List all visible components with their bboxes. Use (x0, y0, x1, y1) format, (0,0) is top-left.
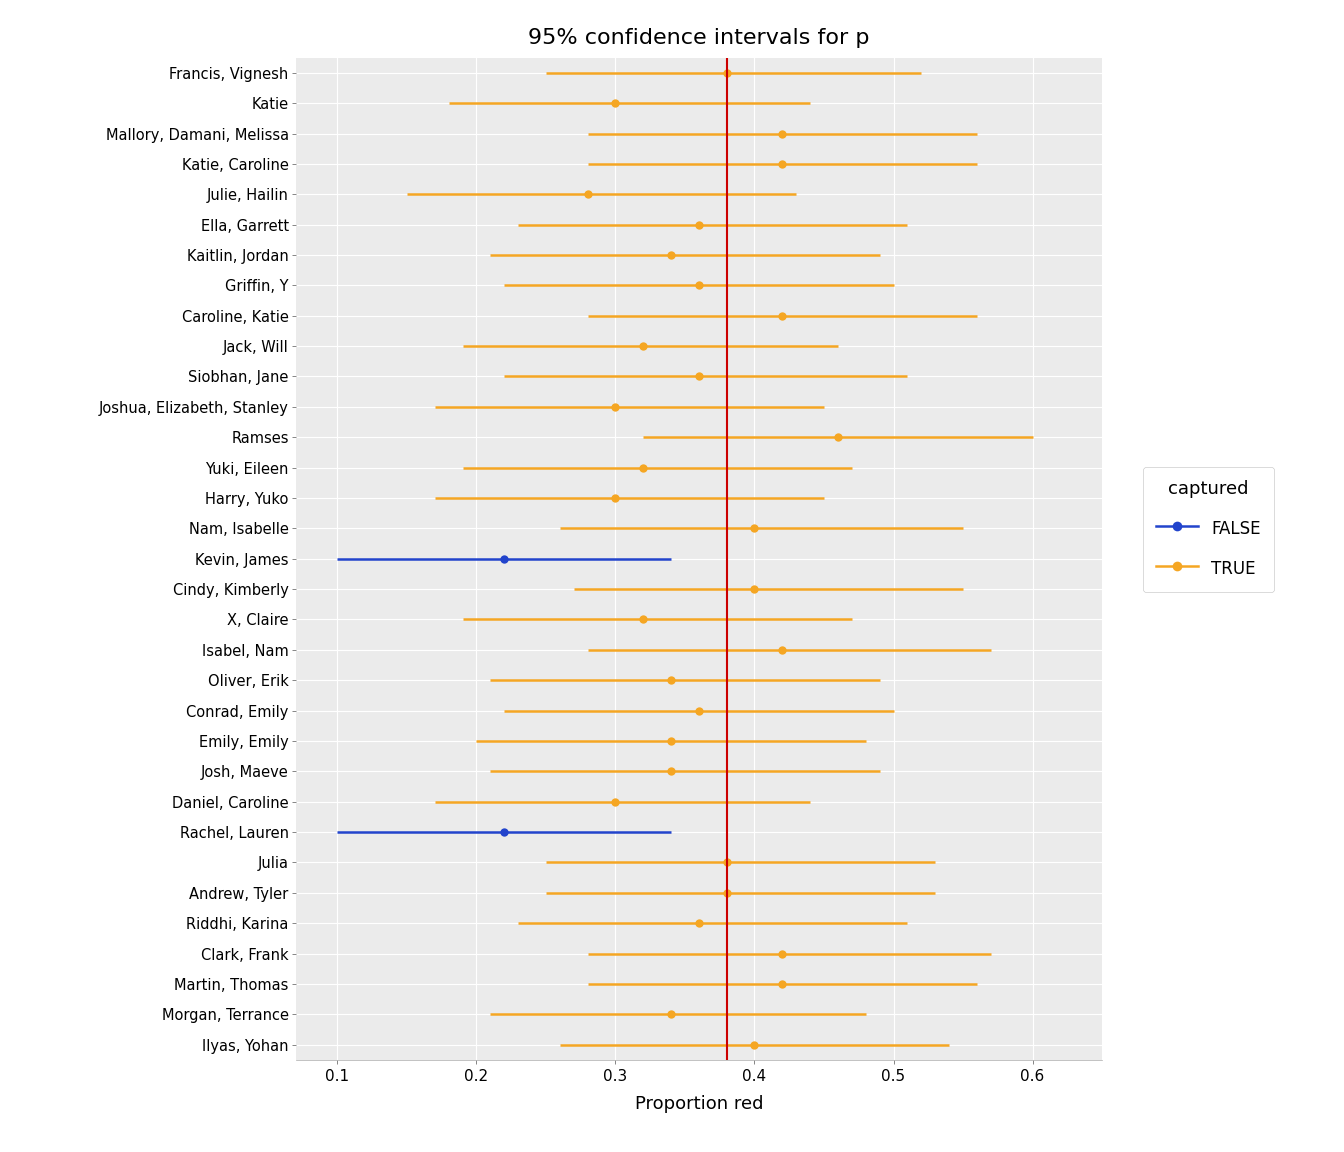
X-axis label: Proportion red: Proportion red (634, 1096, 763, 1113)
Title: 95% confidence intervals for p: 95% confidence intervals for p (528, 28, 870, 47)
Legend: FALSE, TRUE: FALSE, TRUE (1142, 467, 1274, 592)
